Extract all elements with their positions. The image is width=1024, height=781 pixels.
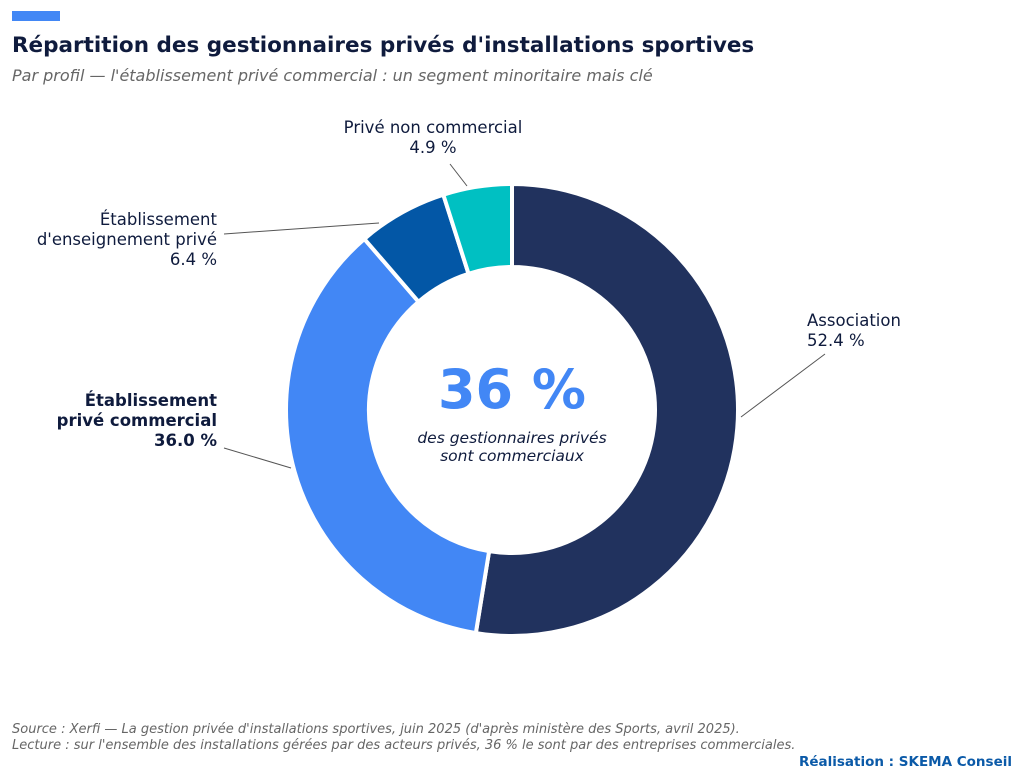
source-note: Source : Xerfi — La gestion privée d'ins… [12, 722, 740, 737]
category-label-enseignement-prive: d'enseignement privé [37, 230, 217, 249]
category-label-prive-commercial: privé commercial [57, 411, 217, 430]
label-prive-commercial: Établissement privé commercial 36.0 % [57, 391, 218, 450]
footer-notes: Source : Xerfi — La gestion privée d'ins… [12, 722, 795, 754]
center-value: 36 % [438, 358, 586, 421]
value-label-prive-commercial: 36.0 % [154, 431, 217, 450]
category-label-prive-commercial: Établissement [85, 391, 217, 410]
center-caption: sont commerciaux [440, 447, 585, 465]
category-label-association: Association [807, 311, 901, 330]
value-label-enseignement-prive: 6.4 % [170, 250, 217, 269]
slice-prive-non-commercial [440, 181, 514, 277]
category-label-prive-non-commercial: Privé non commercial [344, 118, 523, 137]
chart-subtitle: Par profil — l'établissement privé comme… [12, 66, 653, 85]
reading-note: Lecture : sur l'ensemble des installatio… [12, 738, 796, 753]
leader-line-prive-commercial [223, 447, 292, 469]
donut-chart: Association 52.4 %Établissement privé comm… [37, 118, 901, 638]
slice-prive-commercial [284, 236, 492, 636]
accent-bar [12, 11, 60, 21]
slice-association [473, 181, 740, 638]
chart-title: Répartition des gestionnaires privés d'i… [12, 33, 755, 58]
value-label-prive-non-commercial: 4.9 % [409, 138, 456, 157]
value-label-association: 52.4 % [807, 331, 865, 350]
leader-line-prive-non-commercial [449, 163, 468, 187]
leader-line-association [740, 353, 826, 418]
center-caption: des gestionnaires privés [417, 429, 606, 447]
leader-line-enseignement-prive [223, 222, 380, 235]
credit: Réalisation : SKEMA Conseil [798, 754, 1012, 770]
label-prive-non-commercial: Privé non commercial 4.9 % [344, 118, 523, 157]
category-label-enseignement-prive: Établissement [100, 210, 218, 229]
label-enseignement-prive: Établissement d'enseignement privé 6.4 % [37, 210, 218, 269]
label-association: Association 52.4 % [807, 311, 901, 350]
